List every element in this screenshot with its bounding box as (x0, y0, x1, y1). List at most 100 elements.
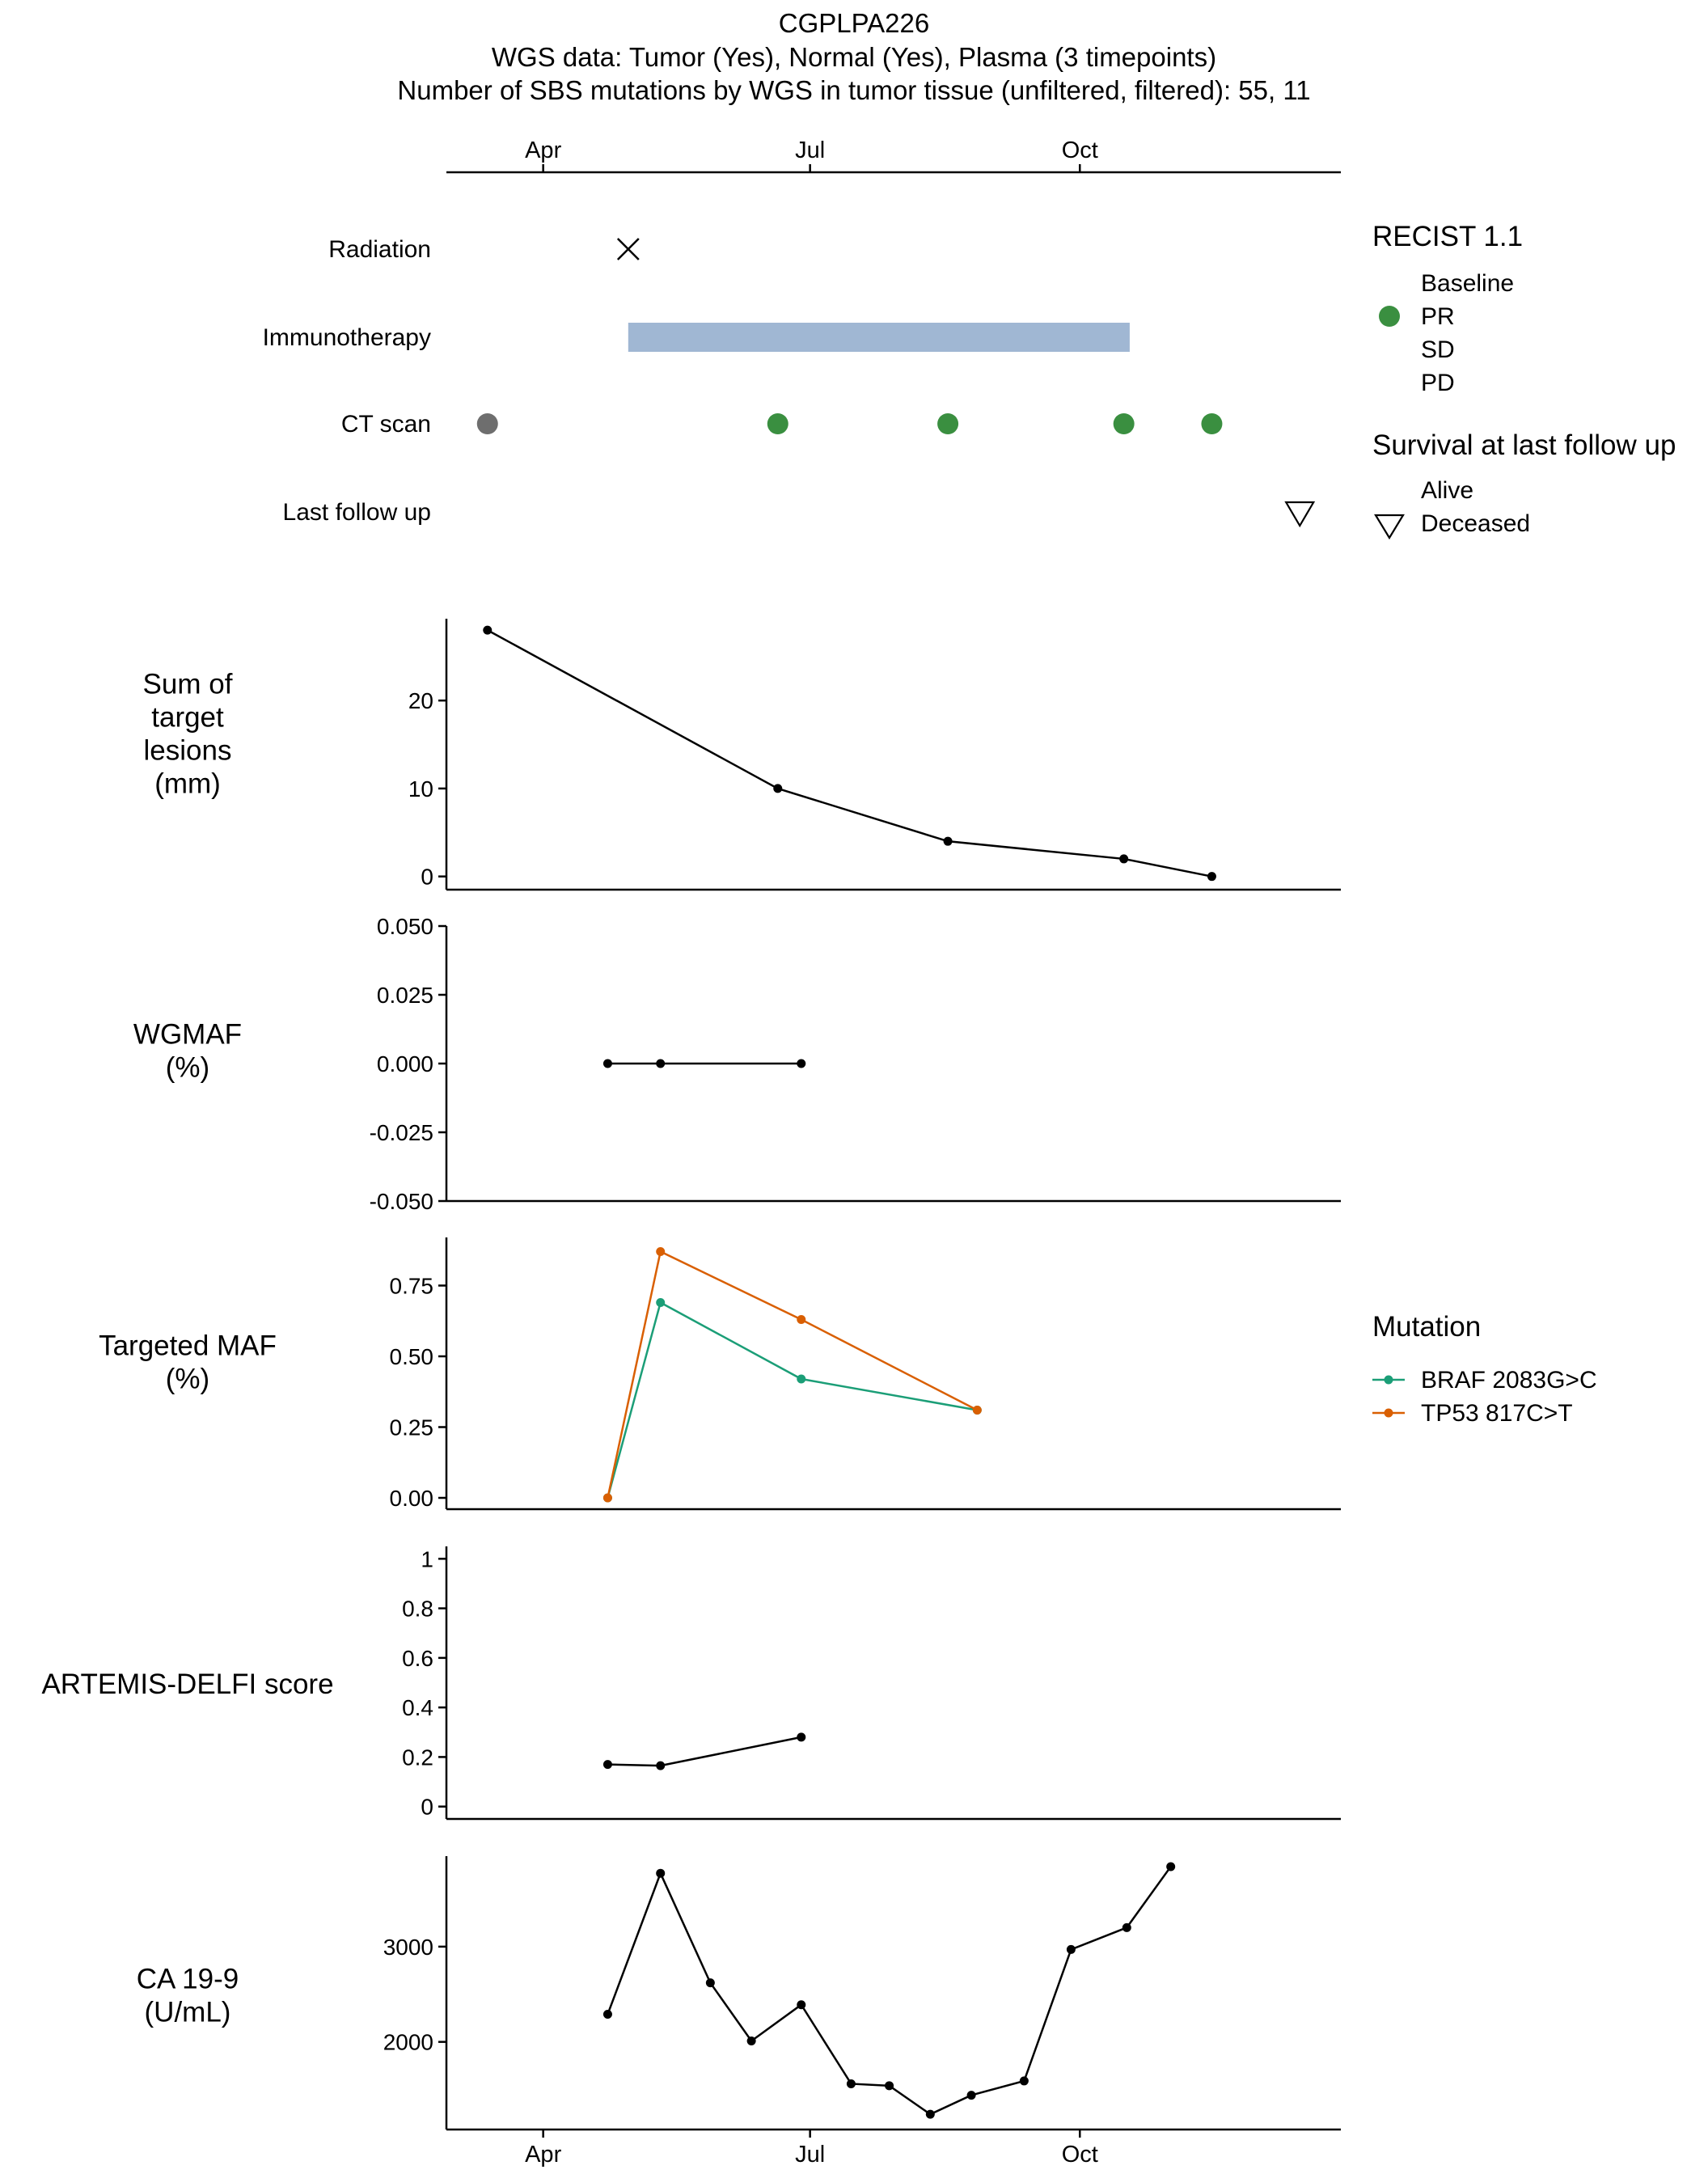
timeline-row-label: Radiation (328, 236, 431, 263)
timeline-row-label: CT scan (341, 411, 431, 438)
y-tick-label: 0.025 (377, 983, 433, 1008)
bottom-axis-label: Apr (525, 2142, 561, 2168)
data-point (1207, 872, 1216, 882)
title-line-3: Number of SBS mutations by WGS in tumor … (397, 75, 1310, 105)
y-tick-label: 3000 (383, 1935, 433, 1960)
data-point (1122, 1922, 1131, 1932)
top-time-axis: Apr Jul Oct (446, 137, 1341, 174)
y-tick-label: 0 (421, 1795, 433, 1820)
data-point (797, 2000, 806, 2010)
y-tick-label: 0.25 (390, 1415, 434, 1440)
ct-scan-point (1201, 413, 1223, 434)
legend-mutation-title: Mutation (1372, 1311, 1481, 1343)
data-point (656, 1059, 666, 1068)
title-line-1: CGPLPA226 (779, 8, 930, 38)
last-follow-up-marker (1284, 501, 1316, 528)
title-line-2: WGS data: Tumor (Yes), Normal (Yes), Pla… (492, 42, 1216, 72)
top-axis-label: Apr (525, 137, 561, 163)
data-point (943, 836, 953, 846)
legend-recist-title: RECIST 1.1 (1372, 221, 1523, 252)
legend-survival-key (1374, 514, 1405, 540)
data-point (656, 1298, 666, 1307)
radiation-x-mark (616, 238, 640, 260)
y-tick-label: 0.050 (377, 914, 433, 939)
ct-scan-point (767, 413, 788, 434)
data-point (972, 1406, 982, 1415)
y-tick-label: 0.50 (390, 1344, 434, 1369)
y-axis-label: (U/mL) (145, 1997, 231, 2028)
data-point (483, 625, 493, 635)
data-point (602, 1493, 612, 1503)
legend-recist-label: SD (1421, 336, 1455, 363)
data-point (885, 2081, 894, 2091)
y-axis-label: (mm) (154, 768, 221, 800)
bottom-time-axis: Apr Jul Oct (525, 2130, 1098, 2168)
legend-mutation-key-point (1384, 1408, 1393, 1418)
data-point (602, 2009, 612, 2019)
immunotherapy-bar (628, 323, 1130, 352)
series-line (607, 1250, 978, 1499)
data-point (773, 784, 783, 793)
treatment-timeline: Radiation Immunotherapy CT scan Last follow… (263, 236, 1316, 528)
data-point (602, 1059, 612, 1068)
bottom-axis-label: Oct (1062, 2142, 1098, 2168)
y-axis-label: ARTEMIS-DELFI score (41, 1669, 333, 1700)
ct-scan-point (1113, 413, 1135, 434)
data-point (846, 2079, 856, 2088)
top-axis-label: Oct (1062, 137, 1098, 163)
data-point (797, 1315, 806, 1324)
y-tick-label: 20 (408, 688, 433, 713)
legend-recist-label: PR (1421, 303, 1455, 330)
panel: -0.050 -0.025 0.000 0.025 0.050 WGMAF(%) (133, 914, 1341, 1214)
data-point (797, 1374, 806, 1384)
legend-recist-label: PD (1421, 370, 1455, 396)
radiation-stroke (616, 238, 640, 260)
timeline-row-label: Last follow up (283, 499, 431, 526)
data-point (797, 1059, 806, 1068)
bottom-axis-label: Jul (795, 2142, 825, 2168)
data-point (1166, 1862, 1176, 1872)
y-tick-label: 0.4 (402, 1695, 433, 1720)
y-tick-label: -0.050 (370, 1189, 433, 1214)
panel: 0 0.2 0.4 0.6 0.8 1 ARTEMIS-DELFI score (41, 1546, 1341, 1821)
data-point (656, 1868, 666, 1878)
y-tick-label: 0.2 (402, 1745, 433, 1770)
y-tick-label: 10 (408, 776, 433, 802)
legend-survival-label: Alive (1421, 477, 1473, 504)
y-tick-label: 1 (421, 1546, 433, 1571)
y-axis-label: Targeted MAF (99, 1330, 277, 1362)
legend-survival-title: Survival at last follow up (1372, 429, 1676, 461)
data-point (656, 1247, 666, 1256)
y-axis-label: (%) (166, 1052, 209, 1084)
legend-mutation-key-point (1384, 1375, 1393, 1385)
legend-mutation-label: BRAF 2083G>C (1421, 1367, 1597, 1394)
panel: 2000 3000 CA 19-9(U/mL) (137, 1856, 1341, 2131)
y-tick-label: 2000 (383, 2030, 433, 2055)
y-axis-label: lesions (144, 735, 232, 767)
ct-scan-point (476, 413, 498, 434)
y-tick-label: 0.6 (402, 1646, 433, 1671)
data-point (656, 1761, 666, 1770)
timeline-row-label: Immunotherapy (263, 324, 431, 351)
legend-survival-label: Deceased (1421, 510, 1530, 537)
y-axis-label: Sum of (143, 669, 233, 700)
top-axis-label: Jul (795, 137, 825, 163)
legends: RECIST 1.1 Baseline PR SD PD Survival at last… (1372, 221, 1676, 540)
y-tick-label: 0.00 (390, 1486, 434, 1511)
data-point (925, 2109, 935, 2119)
data-point (705, 1978, 715, 1988)
ct-scan-point (937, 413, 959, 434)
data-point (1066, 1944, 1076, 1954)
y-axis-label: WGMAF (133, 1019, 242, 1051)
data-point (746, 2036, 756, 2045)
series-line (607, 1866, 1172, 2116)
y-tick-label: 0.000 (377, 1051, 433, 1076)
panel: 0.00 0.25 0.50 0.75 Targeted MAF(%) Mutation B… (99, 1237, 1597, 1511)
y-tick-label: 0.8 (402, 1597, 433, 1622)
y-axis-label: CA 19-9 (137, 1964, 239, 1995)
legend-mutation-label: TP53 817C>T (1421, 1400, 1573, 1427)
series-line (607, 1301, 978, 1499)
